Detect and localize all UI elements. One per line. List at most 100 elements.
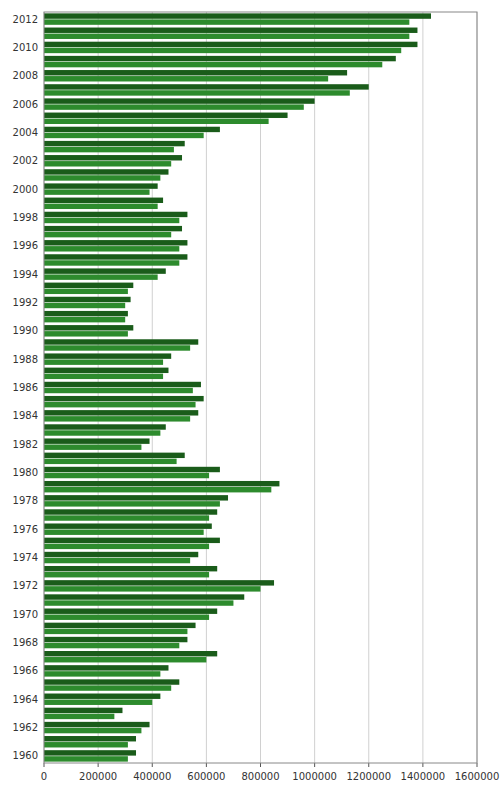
plot-frame bbox=[44, 12, 477, 763]
bar bbox=[44, 169, 168, 174]
bar bbox=[44, 552, 198, 557]
bar bbox=[44, 438, 150, 443]
y-tick-label: 1970 bbox=[13, 609, 38, 620]
bar bbox=[44, 643, 179, 648]
bar bbox=[44, 410, 198, 415]
y-tick-label: 2002 bbox=[13, 155, 38, 166]
bar bbox=[44, 204, 158, 209]
bar bbox=[44, 28, 417, 33]
y-tick-label: 1968 bbox=[13, 637, 38, 648]
bar bbox=[44, 283, 133, 288]
bar bbox=[44, 155, 182, 160]
bar bbox=[44, 388, 193, 393]
bar bbox=[44, 317, 125, 322]
x-tick-label: 200000 bbox=[79, 771, 117, 782]
chart: 0200000400000600000800000100000012000001… bbox=[0, 0, 503, 791]
bar bbox=[44, 353, 171, 358]
x-tick bbox=[260, 763, 261, 767]
x-tick bbox=[422, 763, 423, 767]
x-tick bbox=[314, 763, 315, 767]
x-tick bbox=[152, 763, 153, 767]
bar bbox=[44, 42, 417, 47]
bar bbox=[44, 538, 220, 543]
bar bbox=[44, 566, 217, 571]
x-tick-label: 800000 bbox=[241, 771, 279, 782]
bar bbox=[44, 515, 209, 520]
bar bbox=[44, 495, 228, 500]
bar bbox=[44, 700, 152, 705]
bar bbox=[44, 708, 122, 713]
x-tick-label: 400000 bbox=[133, 771, 171, 782]
bar bbox=[44, 62, 382, 67]
y-tick-label: 2004 bbox=[13, 127, 38, 138]
bar bbox=[44, 147, 174, 152]
x-tick-label: 0 bbox=[41, 771, 47, 782]
bar bbox=[44, 56, 396, 61]
bar bbox=[44, 218, 179, 223]
bar bbox=[44, 289, 128, 294]
x-tick bbox=[477, 763, 478, 767]
y-tick-label: 1978 bbox=[13, 495, 38, 506]
y-tick-label: 1990 bbox=[13, 325, 38, 336]
bar bbox=[44, 254, 187, 259]
bar bbox=[44, 444, 141, 449]
bar bbox=[44, 572, 209, 577]
plot-area bbox=[44, 12, 477, 763]
x-tick-label: 1200000 bbox=[346, 771, 391, 782]
grid-line bbox=[98, 12, 99, 763]
y-tick-label: 2000 bbox=[13, 184, 38, 195]
bar bbox=[44, 481, 279, 486]
bar bbox=[44, 232, 171, 237]
bar bbox=[44, 141, 185, 146]
bar bbox=[44, 509, 217, 514]
bar bbox=[44, 70, 347, 75]
x-tick bbox=[206, 763, 207, 767]
grid-line bbox=[368, 12, 369, 763]
bar bbox=[44, 382, 201, 387]
y-tick-label: 1992 bbox=[13, 297, 38, 308]
bar bbox=[44, 303, 125, 308]
bar bbox=[44, 339, 198, 344]
bar bbox=[44, 90, 350, 95]
bar bbox=[44, 98, 315, 103]
bar bbox=[44, 615, 209, 620]
bar bbox=[44, 637, 187, 642]
bar bbox=[44, 368, 168, 373]
y-tick-label: 1964 bbox=[13, 694, 38, 705]
bar bbox=[44, 608, 217, 613]
bar bbox=[44, 19, 409, 24]
bar bbox=[44, 623, 196, 628]
bar bbox=[44, 246, 179, 251]
y-tick-label: 1980 bbox=[13, 467, 38, 478]
y-tick-label: 2010 bbox=[13, 42, 38, 53]
bar bbox=[44, 183, 158, 188]
bar bbox=[44, 594, 244, 599]
bar bbox=[44, 459, 177, 464]
bar bbox=[44, 359, 163, 364]
y-tick-label: 1988 bbox=[13, 354, 38, 365]
bars bbox=[44, 13, 431, 761]
bar bbox=[44, 175, 160, 180]
bar bbox=[44, 679, 179, 684]
bar bbox=[44, 736, 136, 741]
bar bbox=[44, 133, 204, 138]
bar bbox=[44, 268, 166, 273]
bar bbox=[44, 48, 401, 53]
bar bbox=[44, 402, 196, 407]
bar bbox=[44, 728, 141, 733]
y-tick-label: 1998 bbox=[13, 212, 38, 223]
bar bbox=[44, 685, 171, 690]
bar bbox=[44, 665, 168, 670]
bar bbox=[44, 345, 190, 350]
bar bbox=[44, 430, 160, 435]
bar bbox=[44, 119, 269, 124]
bar bbox=[44, 260, 179, 265]
bar bbox=[44, 226, 182, 231]
bar bbox=[44, 127, 220, 132]
bar bbox=[44, 629, 187, 634]
bar bbox=[44, 34, 409, 39]
y-tick-label: 1974 bbox=[13, 552, 38, 563]
bar bbox=[44, 396, 204, 401]
bar bbox=[44, 694, 160, 699]
y-tick-label: 1976 bbox=[13, 524, 38, 535]
